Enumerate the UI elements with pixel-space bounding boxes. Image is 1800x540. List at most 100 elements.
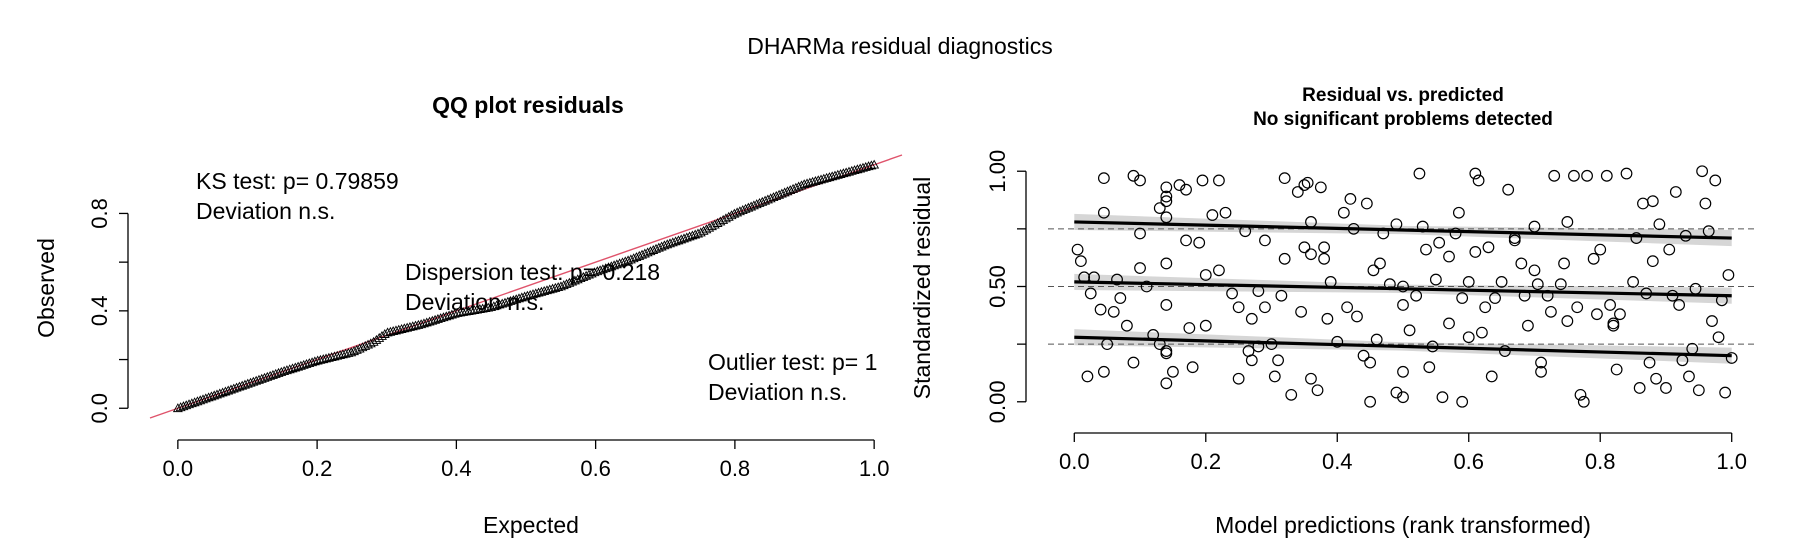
- qq-point: [410, 320, 421, 330]
- qq-point: [388, 326, 399, 336]
- residual-point: [1114, 292, 1127, 304]
- qq-point: [810, 176, 821, 185]
- residual-point: [1719, 386, 1732, 399]
- residual-point: [1469, 246, 1482, 258]
- residual-point: [1577, 395, 1590, 408]
- residual-point: [1423, 361, 1436, 374]
- qq-point: [480, 303, 491, 313]
- residual-point: [1469, 167, 1482, 180]
- residual-point: [1291, 186, 1304, 198]
- qq-point: [830, 170, 840, 180]
- qq-point: [832, 169, 843, 179]
- residual-y-axis-label: Standardized residual: [909, 177, 935, 399]
- residual-point: [1692, 384, 1705, 397]
- qq-point: [542, 285, 552, 295]
- residual-point: [1397, 365, 1409, 378]
- residual-point: [1081, 370, 1094, 383]
- residual-point: [1709, 174, 1722, 187]
- residual-point: [1199, 269, 1212, 281]
- residual-point: [1508, 234, 1521, 247]
- qq-point: [863, 161, 874, 171]
- qq-point: [458, 306, 469, 316]
- residual-point: [1374, 257, 1386, 270]
- residual-point: [1364, 395, 1377, 408]
- residual-point: [1140, 280, 1153, 293]
- qq-point: [844, 166, 854, 176]
- residual-y-tick-label: 0.00: [985, 380, 1010, 423]
- residual-y-tick-label: 1.00: [985, 150, 1010, 193]
- residual-point: [1633, 382, 1646, 394]
- residual-point: [1554, 278, 1567, 291]
- qq-point: [469, 305, 480, 314]
- residual-point: [1298, 241, 1311, 254]
- residual-point: [1535, 356, 1547, 369]
- residual-point: [1548, 169, 1561, 182]
- residual-point: [1397, 280, 1409, 293]
- residual-point: [1213, 264, 1225, 277]
- ks-test-label: KS test: p= 0.79859: [196, 168, 399, 194]
- qq-point: [816, 174, 826, 184]
- residual-point: [1167, 365, 1179, 378]
- residual-point: [1094, 303, 1107, 316]
- qq-point: [466, 305, 477, 315]
- residual-point: [1571, 301, 1584, 314]
- qq-point: [804, 177, 815, 187]
- qq-y-tick-label: 0.8: [87, 198, 112, 229]
- qq-point: [385, 326, 396, 336]
- residual-point: [1646, 255, 1659, 268]
- residual-point: [1321, 312, 1334, 325]
- residual-point: [1528, 264, 1541, 277]
- residual-point: [1522, 319, 1534, 332]
- residual-point: [1607, 317, 1620, 330]
- qq-point: [483, 302, 494, 312]
- residual-point: [1498, 345, 1511, 357]
- outlier-test-label: Outlier test: p= 1: [708, 349, 877, 375]
- qq-point: [530, 288, 541, 298]
- residual-point: [1360, 197, 1373, 210]
- residual-point: [1160, 345, 1173, 357]
- residual-x-tick-label: 1.0: [1716, 449, 1747, 474]
- residual-point: [1627, 275, 1639, 288]
- qq-x-tick-label: 0.2: [302, 456, 333, 481]
- residual-point: [1305, 248, 1317, 261]
- residual-point: [1074, 255, 1087, 268]
- qq-point: [860, 161, 871, 171]
- residual-point: [1479, 301, 1492, 314]
- residual-point: [1653, 218, 1666, 231]
- residual-point: [1160, 377, 1173, 390]
- residual-point: [1594, 243, 1607, 256]
- residual-point: [1433, 236, 1446, 249]
- residual-point: [1160, 347, 1173, 360]
- residual-point: [1558, 257, 1570, 270]
- residual-point: [1581, 169, 1593, 182]
- residual-point: [1673, 299, 1686, 311]
- qq-point: [402, 322, 413, 332]
- residual-point: [1193, 236, 1206, 249]
- residual-x-tick-label: 0.4: [1322, 449, 1353, 474]
- residual-point: [1301, 176, 1314, 189]
- residual-point: [1314, 181, 1327, 194]
- residual-point: [1403, 324, 1416, 337]
- residual-point: [1295, 305, 1308, 318]
- residual-point: [1630, 232, 1643, 244]
- quantile-regression-lines: [1074, 220, 1732, 358]
- residual-point: [1364, 356, 1377, 369]
- qq-point: [396, 324, 407, 333]
- residual-point: [1186, 361, 1199, 374]
- residual-point: [1706, 315, 1718, 327]
- residual-point: [1568, 169, 1580, 182]
- quantile-fit-0.75: [1074, 220, 1732, 240]
- residual-point: [1669, 186, 1682, 198]
- qq-point: [852, 164, 863, 174]
- residual-point: [1160, 299, 1173, 311]
- qq-point: [539, 286, 550, 295]
- residual-point: [1646, 195, 1659, 208]
- residual-point: [1489, 292, 1501, 304]
- qq-point: [807, 176, 818, 186]
- residual-point: [1213, 174, 1225, 187]
- qq-point: [821, 172, 832, 182]
- residual-point: [1084, 287, 1097, 300]
- residual-point: [1160, 190, 1173, 203]
- qq-x-tick-label: 0.8: [720, 456, 751, 481]
- residual-point: [1120, 319, 1133, 332]
